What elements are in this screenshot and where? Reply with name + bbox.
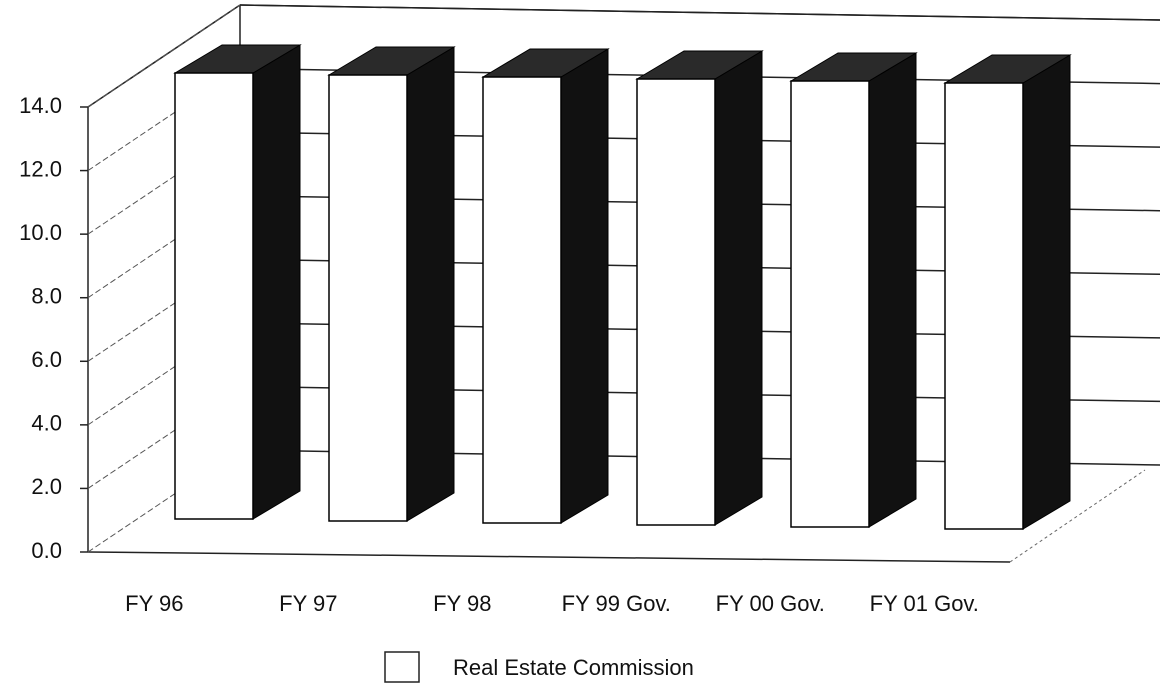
x-tick-label: FY 96 <box>125 591 183 616</box>
grid-line-side <box>87 195 241 299</box>
y-tick-label: 4.0 <box>31 411 62 436</box>
grid-line-side <box>87 386 241 489</box>
x-tick-label: FY 01 Gov. <box>870 591 979 616</box>
y-tick-label: 0.0 <box>31 538 62 563</box>
y-tick-label: 6.0 <box>31 347 62 372</box>
grid-line-side <box>87 131 241 235</box>
bar-side <box>560 48 609 524</box>
bar-side <box>406 46 455 522</box>
x-tick-label: FY 00 Gov. <box>716 591 825 616</box>
bar <box>944 82 1024 530</box>
bar <box>790 80 870 528</box>
floor-front <box>87 551 1011 563</box>
y-tick-label: 12.0 <box>19 156 62 181</box>
y-tick-label: 10.0 <box>19 220 62 245</box>
y-tick-label: 14.0 <box>19 93 62 118</box>
bar-side <box>714 50 763 526</box>
y-tick-label: 8.0 <box>31 284 62 309</box>
grid-line-side <box>87 322 241 426</box>
bar-side <box>868 52 917 528</box>
grid-line-side <box>87 258 241 362</box>
x-tick-label: FY 99 Gov. <box>562 591 671 616</box>
legend-swatch <box>384 651 420 683</box>
x-tick-label: FY 97 <box>279 591 337 616</box>
bar <box>636 78 716 526</box>
x-tick-label: FY 98 <box>433 591 491 616</box>
grid-line-side <box>87 449 241 553</box>
grid-line <box>239 4 1161 21</box>
bar <box>482 76 562 524</box>
y-tick-label: 2.0 <box>31 474 62 499</box>
bar-side <box>252 44 301 520</box>
bar-side <box>1022 54 1071 530</box>
bar <box>328 74 408 522</box>
grid-line-side <box>87 4 241 108</box>
legend-label: Real Estate Commission <box>453 655 694 680</box>
bar <box>174 72 254 520</box>
grid-line-side <box>87 68 241 171</box>
